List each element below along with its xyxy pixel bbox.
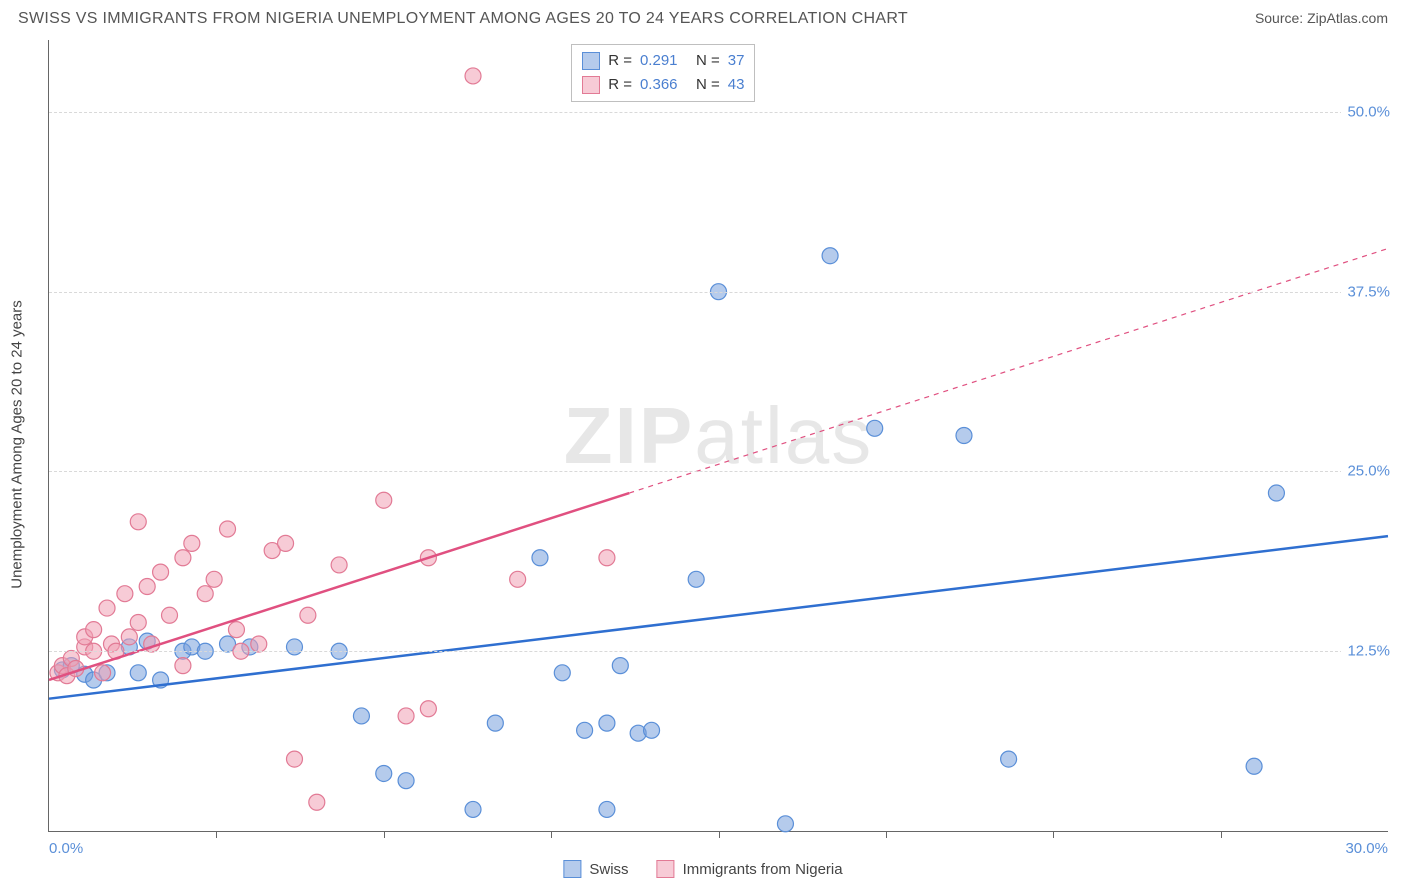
gridline [49, 292, 1388, 293]
legend-item: Immigrants from Nigeria [657, 860, 843, 878]
data-point [1246, 758, 1262, 774]
stats-legend-row: R = 0.291 N = 37 [582, 49, 744, 73]
data-point [376, 765, 392, 781]
y-axis-title: Unemployment Among Ages 20 to 24 years [9, 300, 26, 589]
data-point [599, 801, 615, 817]
x-tick [1053, 831, 1054, 838]
gridline [49, 651, 1388, 652]
data-point [175, 658, 191, 674]
data-point [1268, 485, 1284, 501]
data-point [376, 492, 392, 508]
data-point [331, 557, 347, 573]
legend-swatch [657, 860, 675, 878]
data-point [465, 801, 481, 817]
stat-r-label: R = [608, 49, 632, 73]
stat-r-label: R = [608, 73, 632, 97]
legend-swatch [563, 860, 581, 878]
legend-swatch [582, 76, 600, 94]
data-point [510, 571, 526, 587]
data-point [162, 607, 178, 623]
data-point [353, 708, 369, 724]
data-point [228, 622, 244, 638]
x-tick [886, 831, 887, 838]
stat-n-value: 37 [728, 49, 745, 73]
plot-area: Unemployment Among Ages 20 to 24 years Z… [48, 40, 1388, 832]
data-point [86, 622, 102, 638]
data-point [867, 420, 883, 436]
stat-n-label: N = [696, 49, 720, 73]
data-point [278, 535, 294, 551]
x-tick [719, 831, 720, 838]
data-point [95, 665, 111, 681]
x-tick [551, 831, 552, 838]
legend-label: Immigrants from Nigeria [683, 861, 843, 878]
data-point [130, 665, 146, 681]
data-point [300, 607, 316, 623]
data-point [599, 550, 615, 566]
gridline [49, 112, 1388, 113]
series-legend: Swiss Immigrants from Nigeria [563, 860, 842, 878]
data-point [197, 586, 213, 602]
data-point [465, 68, 481, 84]
stat-n-value: 43 [728, 73, 745, 97]
data-point [220, 521, 236, 537]
stat-n-label: N = [696, 73, 720, 97]
data-point [175, 550, 191, 566]
data-point [130, 614, 146, 630]
legend-item: Swiss [563, 860, 628, 878]
x-tick-label: 0.0% [49, 840, 83, 857]
data-point [822, 248, 838, 264]
y-tick-label: 50.0% [1341, 103, 1390, 120]
data-point [487, 715, 503, 731]
data-point [117, 586, 133, 602]
data-point [99, 600, 115, 616]
data-point [644, 722, 660, 738]
stat-r-value: 0.291 [640, 49, 688, 73]
y-tick-label: 37.5% [1341, 283, 1390, 300]
x-tick [216, 831, 217, 838]
data-point [121, 629, 137, 645]
x-tick-label: 30.0% [1345, 840, 1388, 857]
source-attribution: Source: ZipAtlas.com [1255, 10, 1388, 26]
data-point [206, 571, 222, 587]
stats-legend: R = 0.291 N = 37 R = 0.366 N = 43 [571, 44, 755, 102]
data-point [577, 722, 593, 738]
data-point [612, 658, 628, 674]
data-point [309, 794, 325, 810]
x-tick [384, 831, 385, 838]
data-point [184, 535, 200, 551]
stats-legend-row: R = 0.366 N = 43 [582, 73, 744, 97]
data-point [286, 639, 302, 655]
trend-line-extrapolated [629, 249, 1388, 493]
scatter-svg [49, 40, 1388, 831]
data-point [532, 550, 548, 566]
data-point [777, 816, 793, 832]
stat-r-value: 0.366 [640, 73, 688, 97]
data-point [1001, 751, 1017, 767]
y-tick-label: 12.5% [1341, 643, 1390, 660]
x-tick [1221, 831, 1222, 838]
data-point [554, 665, 570, 681]
data-point [153, 564, 169, 580]
data-point [251, 636, 267, 652]
trend-line [49, 536, 1388, 699]
data-point [286, 751, 302, 767]
y-tick-label: 25.0% [1341, 463, 1390, 480]
data-point [956, 428, 972, 444]
legend-label: Swiss [589, 861, 628, 878]
data-point [139, 579, 155, 595]
data-point [130, 514, 146, 530]
data-point [688, 571, 704, 587]
chart-title: SWISS VS IMMIGRANTS FROM NIGERIA UNEMPLO… [18, 10, 908, 28]
gridline [49, 471, 1388, 472]
data-point [398, 773, 414, 789]
chart-container: Unemployment Among Ages 20 to 24 years Z… [48, 40, 1388, 832]
data-point [398, 708, 414, 724]
legend-swatch [582, 52, 600, 70]
data-point [599, 715, 615, 731]
data-point [420, 701, 436, 717]
